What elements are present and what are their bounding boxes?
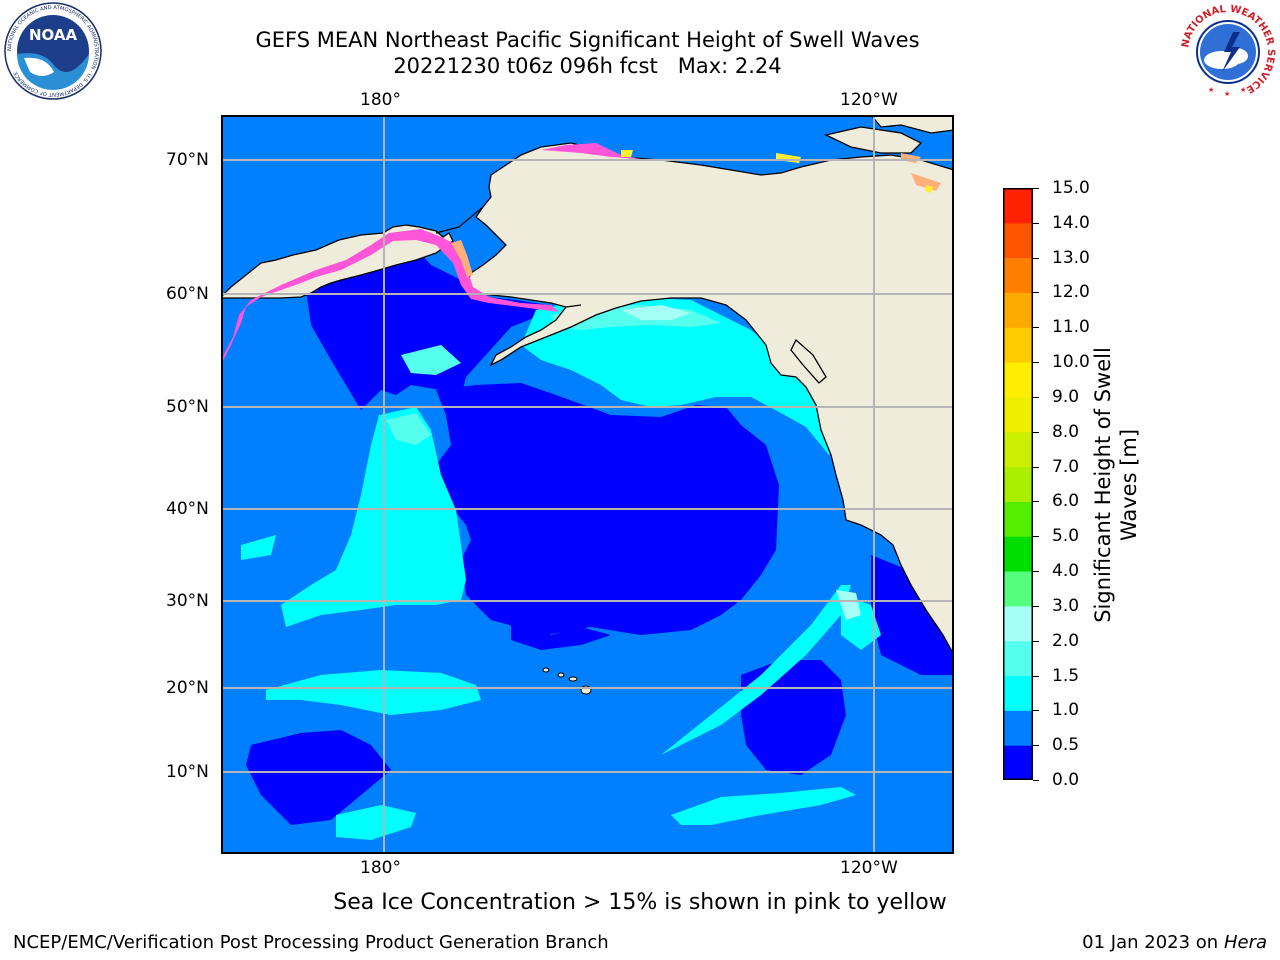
footer-credit: NCEP/EMC/Verification Post Processing Pr… — [13, 932, 609, 953]
colorbar-segment — [1003, 745, 1033, 780]
colorbar-segment — [1003, 257, 1033, 293]
noaa-logo: NATIONAL OCEANIC AND ATMOSPHERIC ADMINIS… — [4, 2, 102, 100]
colorbar-tick — [1033, 466, 1039, 468]
colorbar-segment — [1003, 501, 1033, 537]
colorbar-tick — [1033, 292, 1039, 294]
land-siberia — [221, 115, 454, 299]
svg-text:★: ★ — [1240, 86, 1246, 94]
colorbar-tick — [1033, 327, 1039, 329]
sea-ice-note-text: Sea Ice Concentration > 15% is shown in … — [333, 890, 947, 915]
colorbar-tick-label: 4.0 — [1052, 561, 1080, 582]
footer-date: 01 Jan 2023 on Hera — [1082, 932, 1267, 953]
island — [568, 676, 578, 682]
lat-label-60n: 60°N — [166, 284, 209, 304]
colorbar-tick — [1033, 257, 1039, 259]
colorbar-tick-label: 1.5 — [1052, 665, 1080, 686]
sea-ice-note: Sea Ice Concentration > 15% is shown in … — [0, 890, 1280, 915]
colorbar-segment — [1003, 536, 1033, 572]
colorbar-segment — [1003, 222, 1033, 259]
colorbar-segment — [1003, 710, 1033, 746]
land-vancouver — [790, 338, 827, 384]
colorbar-tick-label: 10.0 — [1052, 352, 1090, 373]
footer-host: Hera — [1223, 932, 1267, 953]
colorbar-segment — [1003, 188, 1033, 224]
footer-date-text: 01 Jan 2023 on — [1082, 932, 1224, 953]
colorbar-segment — [1003, 362, 1033, 398]
lon-label-bottom-120w: 120°W — [840, 858, 898, 878]
colorbar-tick — [1033, 780, 1039, 781]
colorbar-tick — [1033, 710, 1039, 712]
colorbar-segment — [1003, 466, 1033, 502]
swell-peak-areas — [621, 305, 861, 620]
colorbar-segment — [1003, 327, 1033, 363]
colorbar-tick-label: 0.5 — [1052, 735, 1080, 756]
colorbar-segment — [1003, 640, 1033, 677]
colorbar-tick-label: 6.0 — [1052, 491, 1080, 512]
lat-label-40n: 40°N — [166, 499, 209, 519]
swell-height-map — [221, 115, 954, 854]
noaa-logo-text: NOAA — [29, 26, 78, 44]
colorbar-tick-label: 14.0 — [1052, 212, 1090, 233]
colorbar-tick — [1033, 605, 1039, 607]
colorbar-tick — [1033, 675, 1039, 677]
island — [542, 667, 550, 673]
colorbar-tick-label: 3.0 — [1052, 595, 1080, 616]
colorbar-tick — [1033, 222, 1039, 224]
swell-mid-areas — [241, 297, 881, 840]
land-arctic-islands — [870, 115, 954, 134]
colorbar-tick — [1033, 571, 1039, 573]
svg-text:★: ★ — [1224, 90, 1230, 98]
colorbar-tick-label: 2.0 — [1052, 630, 1080, 651]
chart-title-line1: GEFS MEAN Northeast Pacific Significant … — [255, 28, 920, 52]
colorbar-tick-label: 15.0 — [1052, 178, 1090, 198]
colorbar-tick-label: 9.0 — [1052, 386, 1080, 407]
lon-label-bottom-180: 180° — [360, 858, 401, 878]
lat-label-10n: 10°N — [166, 762, 209, 782]
sea-ice — [221, 143, 641, 365]
nws-logo: NATIONAL WEATHER SERVICE ★ ★ ★ — [1180, 4, 1276, 99]
colorbar-tick-label: 12.0 — [1052, 282, 1090, 303]
lat-label-50n: 50°N — [166, 397, 209, 417]
lon-label-top-180: 180° — [360, 90, 401, 110]
colorbar-tick — [1033, 396, 1039, 398]
colorbar-tick-label: 1.0 — [1052, 700, 1080, 721]
colorbar-segment — [1003, 431, 1033, 468]
colorbar-segment — [1003, 571, 1033, 607]
colorbar-tick-label: 7.0 — [1052, 456, 1080, 477]
colorbar-title: Significant Height of Swell Waves [m] — [1091, 347, 1141, 623]
colorbar-tick-label: 11.0 — [1052, 317, 1090, 338]
lat-label-20n: 20°N — [166, 678, 209, 698]
graticule — [221, 115, 954, 854]
colorbar-tick — [1033, 431, 1039, 433]
coast-details — [435, 206, 582, 308]
colorbar-tick-label: 8.0 — [1052, 421, 1080, 442]
lat-label-70n: 70°N — [166, 150, 209, 170]
svg-text:★: ★ — [1208, 86, 1214, 94]
colorbar-tick — [1033, 501, 1039, 503]
island — [557, 672, 565, 678]
colorbar-tick — [1033, 362, 1039, 364]
colorbar-tick-label: 0.0 — [1052, 770, 1080, 790]
colorbar-segment — [1003, 605, 1033, 642]
colorbar-segment — [1003, 675, 1033, 711]
colorbar-frame — [1003, 188, 1033, 780]
map-frame — [221, 115, 954, 854]
colorbar-segment — [1003, 292, 1033, 328]
colorbar-tick-label: 5.0 — [1052, 526, 1080, 547]
lat-label-30n: 30°N — [166, 591, 209, 611]
colorbar-tick — [1033, 745, 1039, 747]
colorbar — [1003, 188, 1033, 780]
colorbar-tick — [1033, 536, 1039, 538]
lon-label-top-120w: 120°W — [840, 90, 898, 110]
colorbar-tick-label: 13.0 — [1052, 247, 1090, 268]
chart-title-line2: 20221230 t06z 096h fcst Max: 2.24 — [393, 54, 782, 78]
colorbar-tick — [1033, 188, 1039, 189]
colorbar-tick — [1033, 640, 1039, 642]
colorbar-segment — [1003, 396, 1033, 433]
